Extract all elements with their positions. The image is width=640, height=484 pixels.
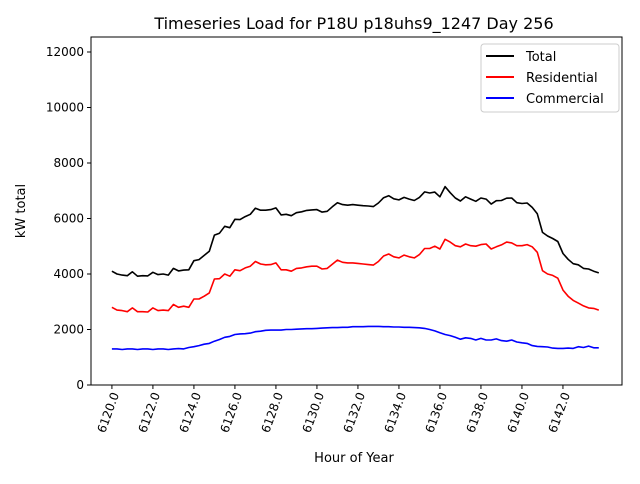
x-tick-label: 6126.0 bbox=[218, 390, 246, 434]
y-tick-label: 2000 bbox=[53, 322, 84, 336]
series-line-residential bbox=[111, 238, 600, 313]
series-line-total bbox=[111, 185, 600, 278]
y-tick-label: 12000 bbox=[46, 45, 84, 59]
y-tick-label: 8000 bbox=[53, 156, 84, 170]
legend-box bbox=[480, 43, 620, 113]
x-tick-label: 6142.0 bbox=[546, 390, 574, 434]
y-tick-label: 0 bbox=[76, 378, 84, 392]
x-axis-label: Hour of Year bbox=[314, 451, 394, 466]
x-axis: 6120.0 6122.0 6124.0 6126.0 6128.0 6130.0 6132… bbox=[94, 385, 573, 435]
x-tick-label: 6124.0 bbox=[177, 390, 205, 434]
legend-label-commercial: Commercial bbox=[526, 92, 604, 107]
y-axis: 0 2000 4000 6000 8000 10000 12000 bbox=[46, 45, 91, 392]
x-tick-label: 6140.0 bbox=[505, 390, 533, 434]
x-tick-label: 6120.0 bbox=[94, 390, 122, 434]
y-tick-label: 6000 bbox=[53, 211, 84, 225]
legend-label-residential: Residential bbox=[526, 71, 598, 86]
legend-label-total: Total bbox=[525, 50, 556, 65]
legend: Total Residential Commercial bbox=[480, 43, 620, 113]
x-tick-label: 6122.0 bbox=[136, 390, 164, 434]
chart-title: Timeseries Load for P18U p18uhs9_1247 Da… bbox=[153, 14, 553, 34]
x-tick-label: 6134.0 bbox=[382, 390, 410, 434]
series-line-commercial bbox=[111, 325, 599, 351]
plot-frame bbox=[90, 36, 623, 386]
x-tick-label: 6132.0 bbox=[341, 390, 369, 434]
x-tick-label: 6128.0 bbox=[259, 390, 287, 434]
y-axis-label: kW total bbox=[14, 184, 29, 238]
x-tick-label: 6136.0 bbox=[423, 390, 451, 434]
y-tick-label: 4000 bbox=[53, 267, 84, 281]
x-tick-label: 6138.0 bbox=[464, 390, 492, 434]
series-layer bbox=[111, 185, 600, 351]
y-tick-label: 10000 bbox=[46, 100, 84, 114]
x-tick-label: 6130.0 bbox=[300, 390, 328, 434]
